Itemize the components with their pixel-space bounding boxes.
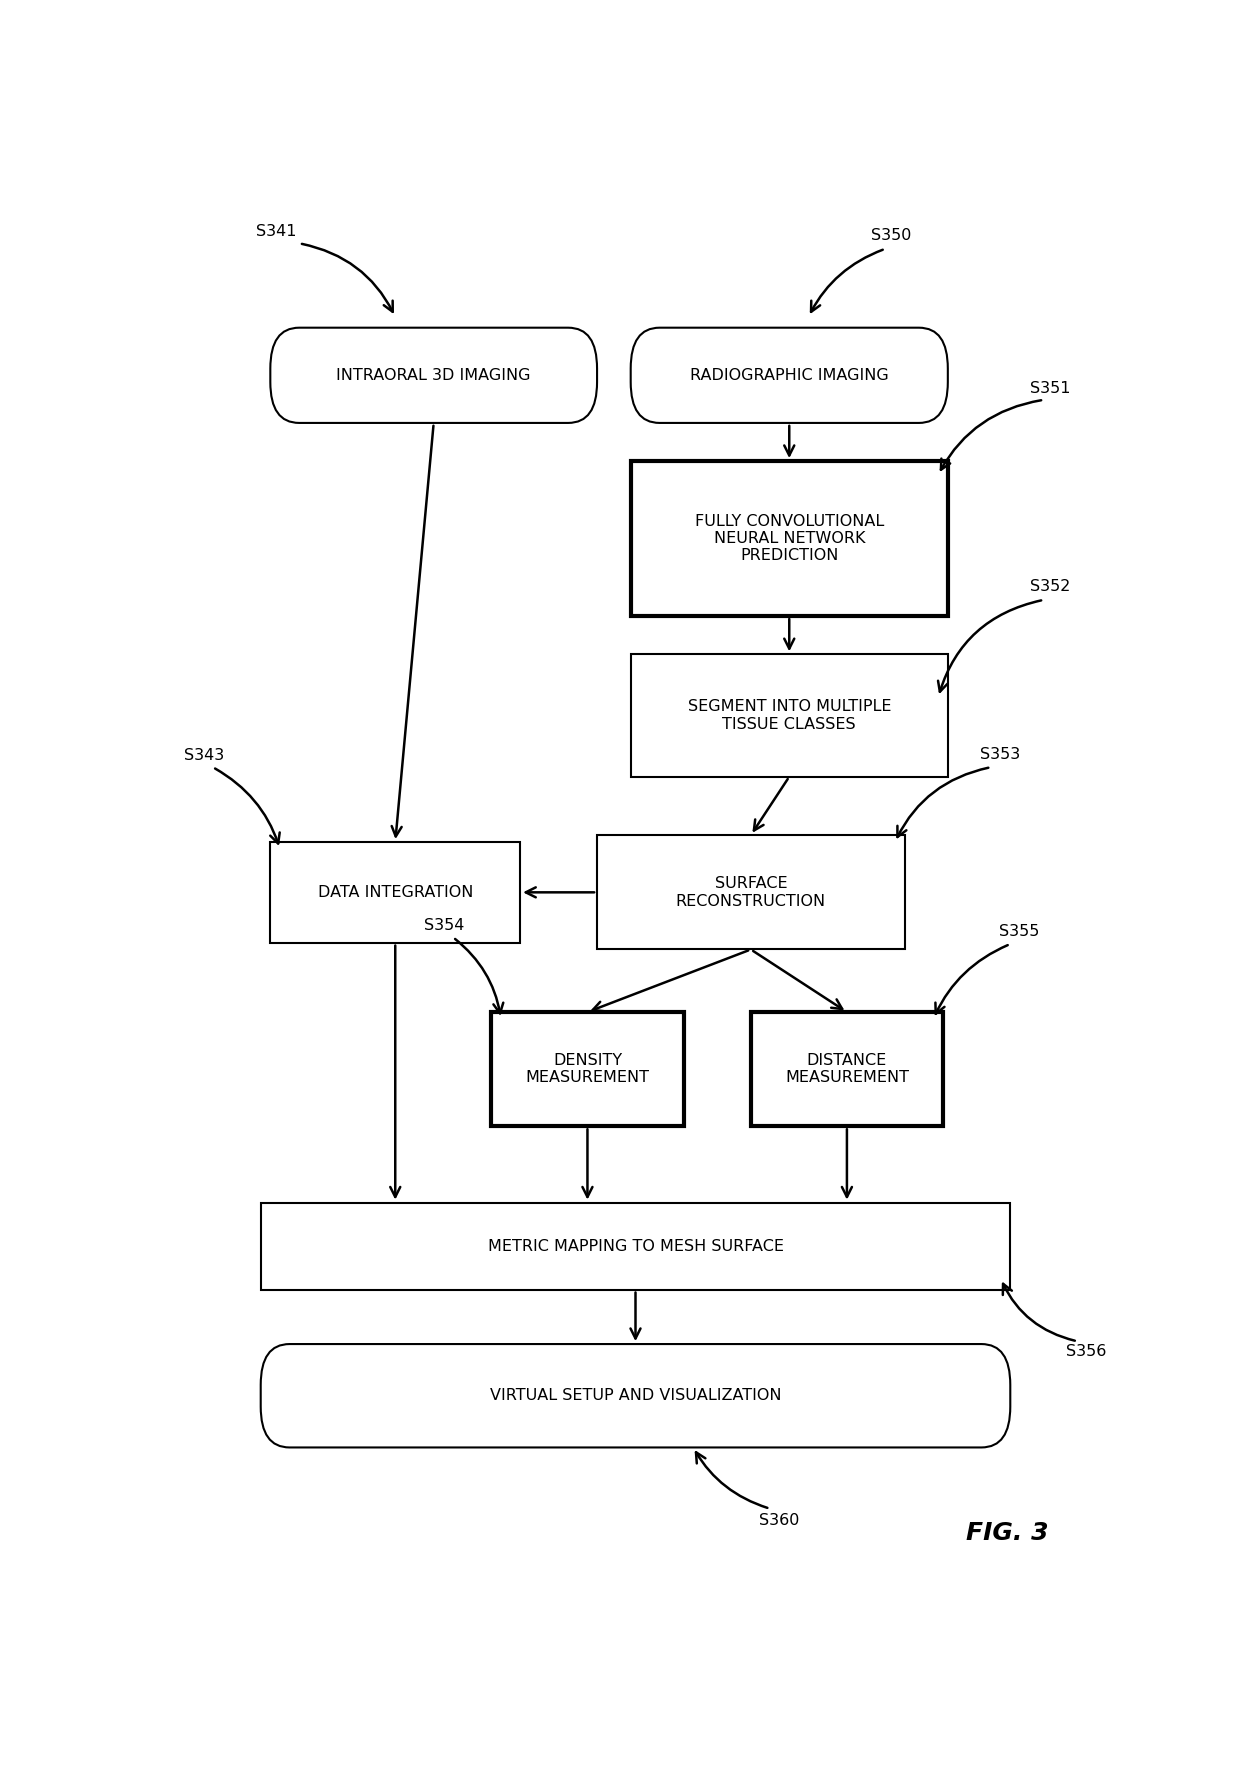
Text: INTRAORAL 3D IMAGING: INTRAORAL 3D IMAGING — [336, 368, 531, 383]
Text: S353: S353 — [980, 747, 1019, 762]
Text: VIRTUAL SETUP AND VISUALIZATION: VIRTUAL SETUP AND VISUALIZATION — [490, 1389, 781, 1403]
Text: S350: S350 — [870, 228, 911, 244]
Text: S352: S352 — [1029, 580, 1070, 594]
Bar — [631, 654, 947, 777]
Text: S354: S354 — [424, 919, 465, 933]
Text: SEGMENT INTO MULTIPLE
TISSUE CLASSES: SEGMENT INTO MULTIPLE TISSUE CLASSES — [687, 700, 892, 732]
Text: DATA INTEGRATION: DATA INTEGRATION — [317, 885, 472, 899]
Bar — [631, 461, 947, 617]
Text: SURFACE
RECONSTRUCTION: SURFACE RECONSTRUCTION — [676, 876, 826, 908]
FancyBboxPatch shape — [270, 327, 596, 422]
Text: FULLY CONVOLUTIONAL
NEURAL NETWORK
PREDICTION: FULLY CONVOLUTIONAL NEURAL NETWORK PREDI… — [694, 514, 884, 564]
Bar — [751, 1012, 944, 1126]
Text: METRIC MAPPING TO MESH SURFACE: METRIC MAPPING TO MESH SURFACE — [487, 1239, 784, 1253]
FancyBboxPatch shape — [631, 327, 947, 422]
Text: S355: S355 — [998, 924, 1039, 938]
FancyBboxPatch shape — [260, 1345, 1011, 1447]
Text: DENSITY
MEASUREMENT: DENSITY MEASUREMENT — [526, 1053, 650, 1085]
Text: S351: S351 — [1029, 380, 1070, 396]
Text: FIG. 3: FIG. 3 — [966, 1521, 1049, 1546]
Bar — [596, 836, 904, 949]
Text: S356: S356 — [1066, 1345, 1106, 1359]
Bar — [491, 1012, 683, 1126]
Text: S341: S341 — [255, 224, 296, 239]
Text: S360: S360 — [759, 1513, 799, 1528]
Text: DISTANCE
MEASUREMENT: DISTANCE MEASUREMENT — [785, 1053, 909, 1085]
Bar — [270, 843, 521, 942]
Bar — [260, 1203, 1011, 1290]
Text: RADIOGRAPHIC IMAGING: RADIOGRAPHIC IMAGING — [689, 368, 889, 383]
Text: S343: S343 — [184, 747, 224, 763]
